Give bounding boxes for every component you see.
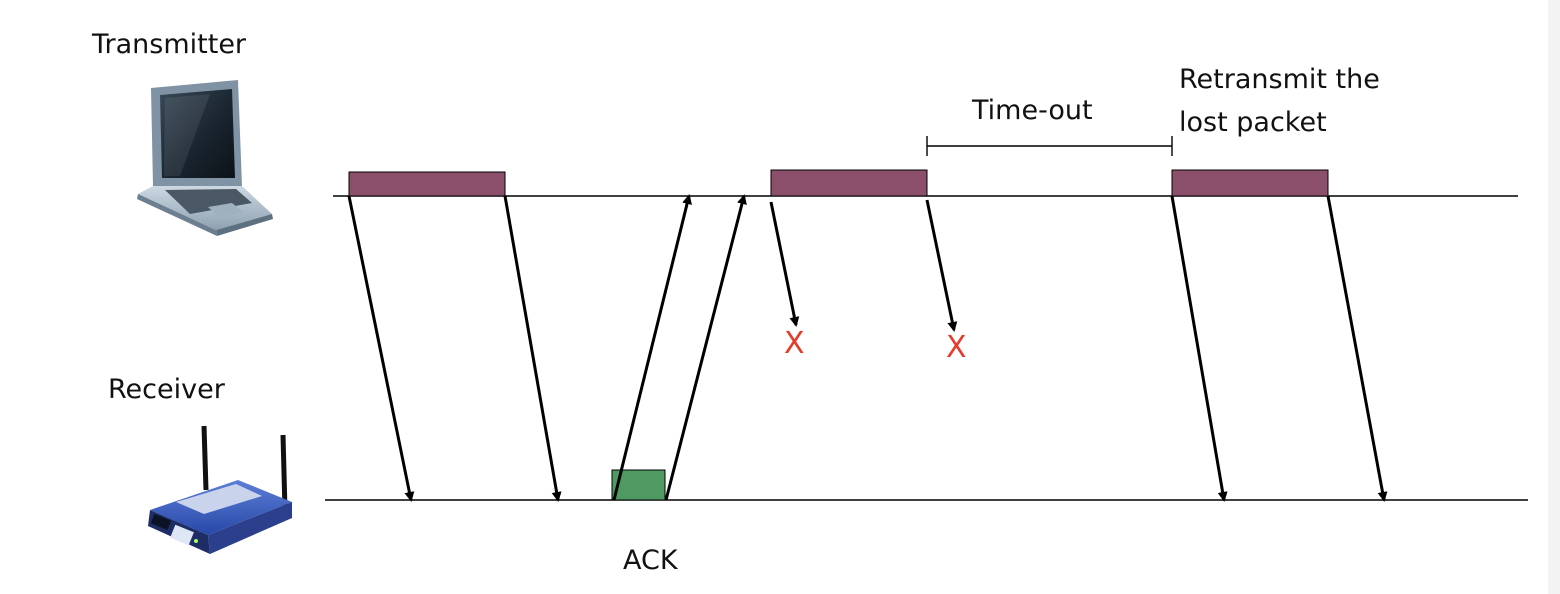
packet-2-trailing-edge-lost-arrow [925,199,958,332]
ack-trailing-edge-arrow [664,194,747,501]
lost-mark-2: X [946,330,967,365]
packet-2-leading-edge-lost-arrow [769,201,800,327]
retransmit-leading-edge-arrow [1170,195,1228,502]
timeout-bracket [926,136,1173,156]
lost-mark-1: X [784,326,805,361]
data-packet-2 [770,169,928,197]
data-packet-1 [348,171,506,197]
packet-1-leading-edge-arrow [347,195,415,502]
packet-1-trailing-edge-arrow [503,195,562,502]
timeout-label: Time-out [971,95,1093,126]
ack-label: ACK [623,545,679,576]
retransmitted-packet [1171,169,1329,197]
ack-leading-edge-arrow [612,194,692,501]
transmitter-label: Transmitter [91,29,247,60]
retransmit-label-line2: lost packet [1179,107,1327,138]
wireless-router-icon [148,425,292,554]
retransmit-label-line1: Retransmit the [1179,64,1380,95]
receiver-label: Receiver [108,374,226,405]
retransmit-trailing-edge-arrow [1326,195,1388,502]
page-edge [1548,0,1560,594]
laptop-icon [137,80,273,236]
